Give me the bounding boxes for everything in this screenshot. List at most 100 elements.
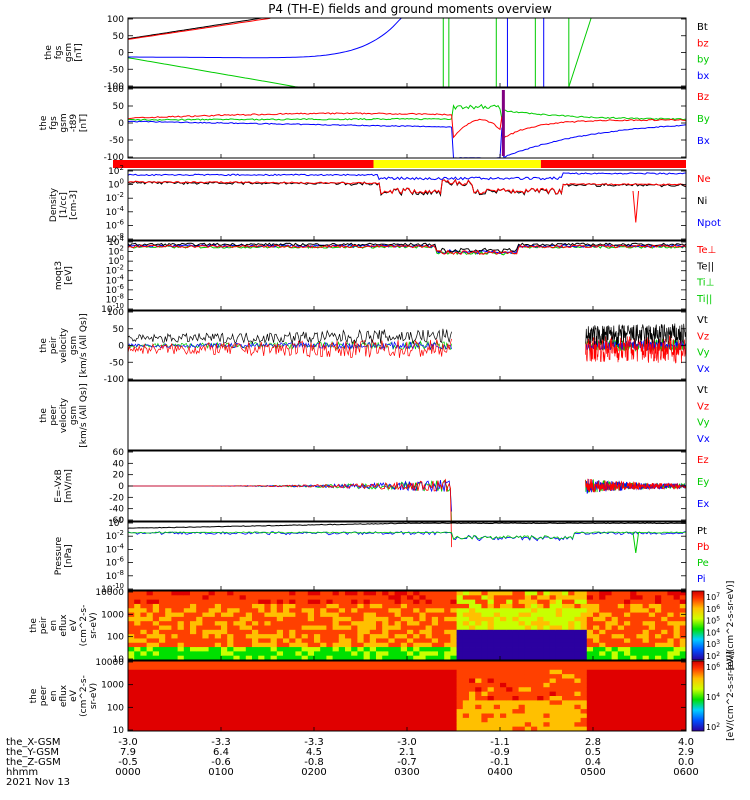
heat-cell (624, 709, 631, 714)
heat-cell (462, 651, 470, 657)
heat-cell (345, 629, 352, 635)
heat-cell (388, 591, 395, 596)
heat-cell (617, 621, 625, 626)
heat-cell (419, 669, 426, 675)
heat-cell (363, 655, 371, 661)
heat-cell (276, 696, 284, 701)
heat-cell (568, 655, 575, 661)
heat-cell (419, 647, 426, 652)
legend-entry: Ez (697, 455, 709, 466)
heat-cell (314, 595, 321, 601)
heat-cell (245, 687, 253, 693)
heat-cell (580, 661, 588, 666)
heat-cell (599, 608, 606, 613)
heat-cell (469, 629, 476, 635)
heat-cell (134, 696, 141, 701)
heat-cell (177, 616, 185, 622)
heat-cell (376, 687, 383, 693)
heat-cell (202, 603, 209, 609)
heat-cell (214, 704, 222, 710)
heat-cell (252, 687, 259, 693)
heat-cell (338, 616, 346, 622)
heat-cell (320, 621, 327, 626)
heat-cell (394, 687, 402, 693)
heat-cell (438, 599, 445, 605)
heat-cell (630, 647, 637, 652)
heat-cell (475, 621, 482, 626)
heat-cell (543, 599, 550, 605)
heat-cell (673, 629, 681, 635)
heat-cell (617, 696, 625, 701)
heat-cell (245, 655, 253, 661)
heat-cell (450, 616, 457, 622)
heat-cell (320, 595, 327, 601)
heat-cell (326, 696, 333, 701)
heat-cell (227, 687, 234, 693)
heat-cell (469, 696, 476, 701)
region-segment (113, 160, 374, 168)
heat-cell (673, 674, 681, 679)
tick-label: 10-6 (106, 218, 125, 231)
heat-cell (363, 591, 371, 596)
heat-cell (630, 722, 637, 728)
heat-cell (431, 651, 439, 657)
heat-cell (214, 674, 222, 679)
heat-cell (171, 603, 178, 609)
heat-cell (128, 612, 135, 618)
heat-cell (456, 691, 464, 697)
heat-cell (239, 642, 247, 648)
heat-cell (611, 691, 619, 697)
heat-cell (196, 722, 203, 728)
tick-label: 50 (113, 325, 125, 335)
legend-entry: Bt (697, 22, 708, 33)
heat-cell (431, 669, 439, 675)
heat-cell (611, 682, 619, 688)
heat-cell (481, 709, 488, 714)
heat-cell (469, 665, 476, 671)
heat-cell (593, 608, 600, 613)
heat-cell (611, 655, 619, 661)
heat-cell (289, 603, 296, 609)
colorbar-tick: 103 (706, 639, 720, 649)
heat-cell (388, 682, 395, 688)
heat-cell (214, 687, 222, 693)
heat-cell (586, 709, 594, 714)
heat-cell (351, 591, 358, 596)
heat-cell (233, 647, 240, 652)
heat-cell (190, 682, 197, 688)
heat-cell (239, 616, 247, 622)
heat-cell (190, 669, 197, 675)
heat-cell (543, 669, 550, 675)
heat-cell (159, 621, 166, 626)
heat-cell (245, 651, 253, 657)
heat-cell (295, 612, 302, 618)
heat-cell (301, 655, 309, 661)
heat-cell (214, 634, 222, 639)
heat-cell (537, 704, 544, 710)
heat-cell (283, 655, 290, 661)
heat-cell (345, 651, 352, 657)
xaxis-value: -3.0 (118, 737, 138, 748)
heat-cell (289, 696, 296, 701)
heat-cell (605, 647, 612, 652)
heat-cell (487, 642, 495, 648)
heat-cell (642, 691, 650, 697)
heat-cell (679, 629, 687, 635)
heat-cell (221, 696, 228, 701)
heat-cell (283, 717, 290, 723)
heat-cell (506, 687, 513, 693)
heat-cell (314, 713, 321, 719)
heat-cell (351, 629, 358, 635)
heat-cell (394, 621, 402, 626)
heat-cell (264, 621, 271, 626)
heat-cell (134, 642, 141, 648)
heat-cell (301, 642, 309, 648)
heat-cell (134, 682, 141, 688)
heat-cell (376, 661, 383, 666)
heat-cell (227, 678, 234, 684)
heat-cell (481, 603, 488, 609)
heat-cell (152, 704, 160, 710)
heat-cell (252, 603, 259, 609)
heat-cell (648, 665, 656, 671)
heat-cell (363, 647, 371, 652)
